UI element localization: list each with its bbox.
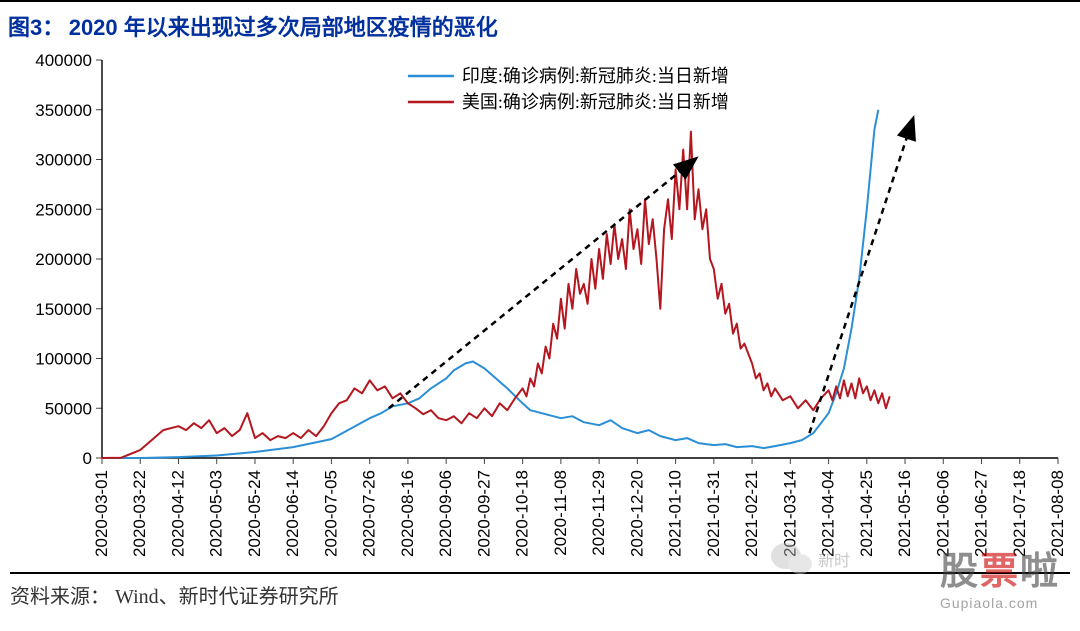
svg-text:2020-05-24: 2020-05-24 [245,470,264,557]
svg-text:2020-09-27: 2020-09-27 [474,470,493,557]
svg-text:300000: 300000 [35,151,92,170]
svg-text:100000: 100000 [35,350,92,369]
watermark-char-1: 股 [940,551,980,593]
svg-text:2021-01-10: 2021-01-10 [666,470,685,557]
wechat-icon: 新时 [770,540,850,583]
svg-text:350000: 350000 [35,101,92,120]
wechat-hint: 新时 [818,553,850,570]
svg-text:2021-02-21: 2021-02-21 [742,470,761,557]
svg-text:2020-03-22: 2020-03-22 [130,470,149,557]
svg-text:印度:确诊病例:新冠肺炎:当日新增: 印度:确诊病例:新冠肺炎:当日新增 [462,66,729,86]
svg-text:2021-05-16: 2021-05-16 [895,470,914,557]
svg-text:2020-07-05: 2020-07-05 [321,470,340,557]
svg-text:美国:确诊病例:新冠肺炎:当日新增: 美国:确诊病例:新冠肺炎:当日新增 [462,92,729,112]
svg-text:2021-01-31: 2021-01-31 [704,470,723,557]
svg-text:2020-11-29: 2020-11-29 [589,470,608,556]
svg-text:2021-04-25: 2021-04-25 [857,470,876,557]
svg-text:200000: 200000 [35,250,92,269]
watermark-text: 股票啦 [940,540,1060,595]
svg-text:2020-10-18: 2020-10-18 [513,470,532,557]
watermark-char-3: 啦 [1020,551,1060,593]
svg-text:2020-03-01: 2020-03-01 [92,470,111,557]
svg-text:2020-11-08: 2020-11-08 [551,470,570,556]
chart-container: 0 50000 100000 150000 200000 250000 300000 3500… [10,48,1070,568]
watermark-char-2: 票 [980,551,1020,593]
figure-title: 2020 年以来出现过多次局部地区疫情的恶化 [69,15,498,40]
svg-text:400000: 400000 [35,51,92,70]
watermark: 股票啦 Gupiaola.com [940,540,1060,611]
source-label: 资料来源： Wind、新时代证券研究所 [0,574,1080,609]
svg-text:50000: 50000 [45,399,92,418]
svg-text:0: 0 [83,449,92,468]
figure-number: 图3： [8,15,64,40]
svg-text:2020-05-03: 2020-05-03 [207,470,226,557]
svg-text:2020-07-26: 2020-07-26 [360,470,379,557]
svg-text:2020-12-20: 2020-12-20 [627,470,646,557]
svg-text:150000: 150000 [35,300,92,319]
svg-text:250000: 250000 [35,200,92,219]
line-chart: 0 50000 100000 150000 200000 250000 300000 3500… [10,48,1070,568]
svg-text:2020-08-16: 2020-08-16 [398,470,417,557]
svg-text:2020-04-12: 2020-04-12 [168,470,187,557]
watermark-url: Gupiaola.com [940,595,1060,611]
svg-text:2020-06-14: 2020-06-14 [283,470,302,557]
figure-header: 图3： 2020 年以来出现过多次局部地区疫情的恶化 [0,0,1080,48]
svg-text:2020-09-06: 2020-09-06 [436,470,455,557]
